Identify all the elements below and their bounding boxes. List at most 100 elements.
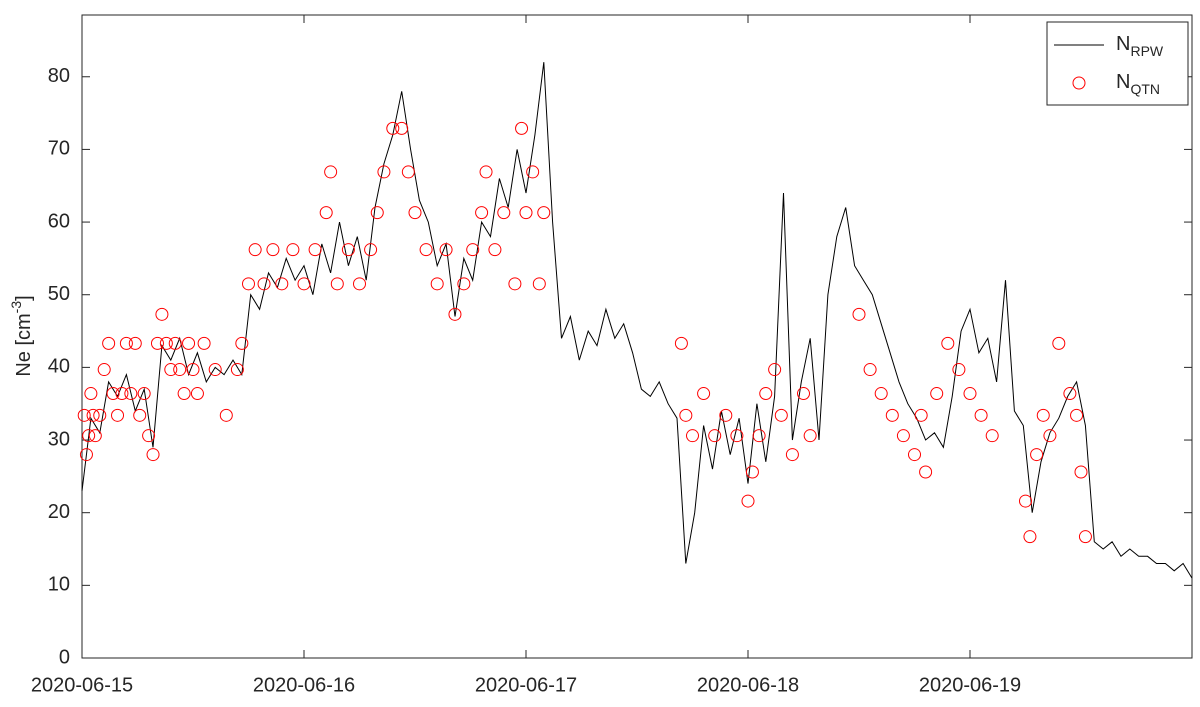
y-tick-label: 50	[48, 283, 70, 305]
y-tick-label: 0	[59, 646, 70, 668]
qtn-point	[115, 387, 129, 401]
y-tick-label: 80	[48, 65, 70, 87]
qtn-point	[230, 363, 244, 377]
qtn-point	[1030, 448, 1044, 462]
qtn-point	[430, 277, 444, 291]
qtn-point	[275, 277, 289, 291]
qtn-point	[908, 448, 921, 462]
qtn-point	[797, 387, 810, 401]
qtn-point	[364, 243, 378, 257]
y-tick-label: 20	[48, 501, 70, 523]
qtn-point	[768, 363, 782, 377]
legend-label: NRPW	[1116, 33, 1164, 58]
qtn-point	[985, 429, 999, 443]
legend-label: NQTN	[1116, 71, 1160, 96]
qtn-point	[1070, 408, 1084, 422]
qtn-point	[395, 121, 409, 135]
qtn-point	[874, 387, 888, 401]
qtn-point	[730, 429, 744, 443]
qtn-point	[370, 206, 384, 220]
qtn-point	[164, 363, 178, 377]
x-tick-label: 2020-06-16	[253, 674, 355, 696]
qtn-point	[508, 277, 522, 291]
qtn-point	[1063, 387, 1077, 401]
legend-marker	[1072, 76, 1086, 90]
qtn-point	[674, 336, 688, 350]
qtn-point	[93, 408, 107, 422]
plot-frame	[81, 14, 1193, 659]
qtn-point	[741, 494, 755, 508]
qtn-point	[515, 121, 529, 135]
qtn-point	[88, 429, 102, 443]
qtn-point	[128, 336, 142, 350]
qtn-point	[168, 336, 182, 350]
qtn-point	[774, 408, 788, 422]
y-tick-label: 30	[48, 428, 70, 450]
qtn-point	[885, 408, 899, 422]
qtn-point	[173, 363, 187, 377]
qtn-point	[182, 336, 196, 350]
x-tick-label: 2020-06-18	[697, 674, 799, 696]
y-tick-label: 70	[48, 138, 70, 160]
qtn-point	[448, 307, 462, 321]
qtn-point	[186, 363, 200, 377]
qtn-point	[235, 336, 249, 350]
qtn-point	[752, 429, 766, 443]
qtn-point	[930, 387, 944, 401]
qtn-point	[1052, 336, 1066, 350]
x-tick-label: 2020-06-19	[919, 674, 1021, 696]
qtn-point	[537, 206, 551, 220]
qtn-point	[708, 429, 722, 443]
qtn-point	[353, 277, 366, 291]
qtn-point	[863, 363, 877, 377]
qtn-point	[408, 206, 422, 220]
qtn-point	[686, 429, 699, 443]
qtn-point	[297, 277, 311, 291]
qtn-point	[106, 387, 120, 401]
qtn-point	[82, 429, 96, 443]
qtn-point	[497, 206, 511, 220]
qtn-point	[242, 277, 255, 291]
qtn-point	[745, 465, 759, 479]
qtn-point	[386, 121, 400, 135]
qtn-point	[785, 448, 799, 462]
qtn-point	[341, 243, 355, 257]
qtn-point	[952, 363, 966, 377]
qtn-point	[475, 206, 489, 220]
qtn-point	[111, 408, 125, 422]
qtn-point	[377, 165, 391, 179]
qtn-point	[133, 408, 147, 422]
qtn-point	[219, 408, 233, 422]
qtn-point	[330, 277, 344, 291]
qtn-point	[759, 387, 773, 401]
qtn-point	[155, 307, 169, 321]
qtn-point	[896, 429, 910, 443]
qtn-point	[1043, 429, 1057, 443]
qtn-point	[419, 243, 433, 257]
qtn-point	[102, 336, 116, 350]
qtn-point	[914, 408, 928, 422]
qtn-point	[963, 387, 977, 401]
qtn-point	[257, 277, 271, 291]
qtn-point	[526, 165, 540, 179]
qtn-point	[1019, 494, 1032, 508]
qtn-point	[79, 448, 93, 462]
y-tick-label: 10	[48, 574, 70, 596]
qtn-point	[401, 165, 415, 179]
qtn-point	[177, 387, 191, 401]
qtn-point	[974, 408, 988, 422]
qtn-point	[266, 243, 280, 257]
qtn-point	[142, 429, 156, 443]
qtn-point	[1023, 530, 1037, 544]
qtn-point	[190, 387, 204, 401]
qtn-point	[324, 165, 338, 179]
qtn-point	[457, 277, 471, 291]
qtn-point	[1074, 465, 1088, 479]
qtn-point	[208, 363, 222, 377]
qtn-point	[150, 336, 164, 350]
legend: NRPW NQTN	[1046, 21, 1189, 106]
qtn-point	[532, 277, 546, 291]
qtn-point	[308, 243, 322, 257]
qtn-point	[1078, 530, 1092, 544]
